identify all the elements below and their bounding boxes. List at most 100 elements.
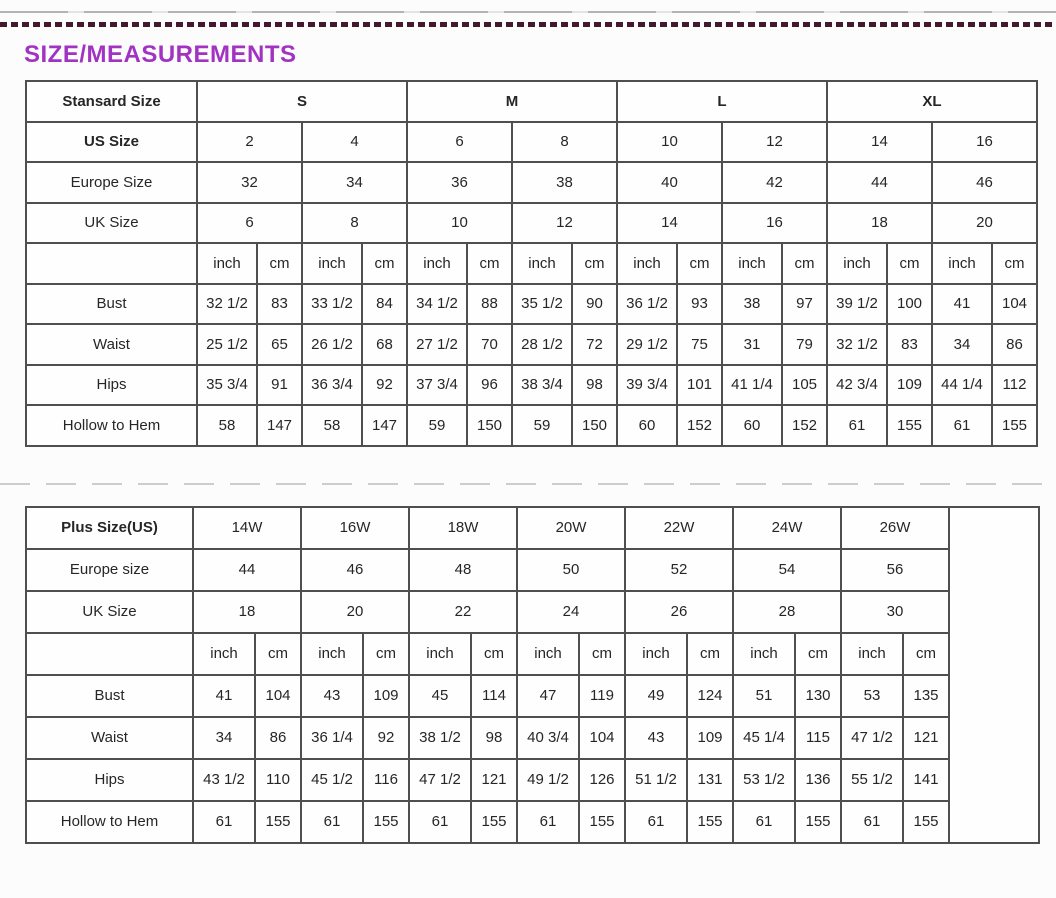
table-row: Europe size 44 46 48 50 52 54 56 (25, 547, 1039, 592)
table-cell: 124 (686, 673, 734, 718)
table-cell: 97 (781, 282, 828, 325)
table-cell: 29 1/2 (616, 323, 678, 366)
plus-size-table-container: Plus Size(US) 14W 16W 18W 20W 22W 24W 26W Europe… (0, 505, 1056, 844)
table-cell: inch (408, 631, 472, 676)
table-cell: 96 (466, 363, 513, 406)
table-cell: 114 (470, 673, 518, 718)
table-cell: 36 1/2 (616, 282, 678, 325)
table-cell: 90 (571, 282, 618, 325)
top-dashed-divider (0, 22, 1056, 27)
table-cell: 32 1/2 (196, 282, 258, 325)
table-cell: 58 (196, 404, 258, 447)
table-cell: 92 (362, 715, 410, 760)
table-cell: 34 1/2 (406, 282, 468, 325)
table-cell: 41 1/4 (721, 363, 783, 406)
row-label: Hollow to Hem (25, 404, 198, 447)
table-cell: cm (256, 242, 303, 285)
table-cell: 61 (516, 799, 580, 844)
table-cell: 83 (256, 282, 303, 325)
table-cell: cm (470, 631, 518, 676)
table-cell: inch (721, 242, 783, 285)
table-row: Hollow to Hem 61 155 61 155 61 155 61 155 61 155 61… (25, 799, 1039, 844)
table-cell: 72 (571, 323, 618, 366)
table-cell: 150 (571, 404, 618, 447)
table-cell: 61 (826, 404, 888, 447)
table-cell: 16 (931, 120, 1038, 163)
table-cell: 155 (470, 799, 518, 844)
table-cell: 79 (781, 323, 828, 366)
table-cell: 75 (676, 323, 723, 366)
table-cell: L (616, 80, 828, 123)
table-cell: inch (300, 631, 364, 676)
table-cell: 115 (794, 715, 842, 760)
table-cell: 24 (516, 589, 626, 634)
table-cell: 33 1/2 (301, 282, 363, 325)
table-cell: 43 1/2 (192, 757, 256, 802)
table-cell: 147 (361, 404, 408, 447)
table-cell: 98 (571, 363, 618, 406)
table-cell: 44 1/4 (931, 363, 993, 406)
table-cell: 52 (624, 547, 734, 592)
table-cell: 93 (676, 282, 723, 325)
table-cell: 59 (511, 404, 573, 447)
table-cell: 31 (721, 323, 783, 366)
table-cell: cm (991, 242, 1038, 285)
table-cell: 101 (676, 363, 723, 406)
table-cell: 36 (406, 161, 513, 204)
row-label (25, 631, 194, 676)
table-cell: 121 (902, 715, 950, 760)
table-cell: 28 (732, 589, 842, 634)
table-cell: 28 1/2 (511, 323, 573, 366)
table-cell: 14W (192, 505, 302, 550)
table-cell: cm (361, 242, 408, 285)
table-cell: 42 (721, 161, 828, 204)
table-row: Plus Size(US) 14W 16W 18W 20W 22W 24W 26W (25, 505, 1040, 844)
table-cell: XL (826, 80, 1038, 123)
table-cell: 130 (794, 673, 842, 718)
table-cell: 135 (902, 673, 950, 718)
table-cell: 40 (616, 161, 723, 204)
table-cell: 47 (516, 673, 580, 718)
table-cell: 45 1/2 (300, 757, 364, 802)
table-cell: 41 (192, 673, 256, 718)
table-cell: 147 (256, 404, 303, 447)
table-cell: cm (676, 242, 723, 285)
table-cell: 100 (886, 282, 933, 325)
table-cell: 12 (721, 120, 828, 163)
table-cell: 152 (781, 404, 828, 447)
table-cell: inch (732, 631, 796, 676)
table-cell: 16W (300, 505, 410, 550)
table-cell: 61 (732, 799, 796, 844)
table-cell: 36 1/4 (300, 715, 364, 760)
table-cell: 24W (732, 505, 842, 550)
table-cell: 49 1/2 (516, 757, 580, 802)
table-cell: 155 (578, 799, 626, 844)
table-cell: 61 (624, 799, 688, 844)
table-cell: 119 (578, 673, 626, 718)
table-cell: 126 (578, 757, 626, 802)
table-cell: S (196, 80, 408, 123)
table-cell: 4 (301, 120, 408, 163)
row-label: US Size (25, 120, 198, 163)
table-row: Waist 34 86 36 1/4 92 38 1/2 98 40 3/4 104 43 109 4… (25, 715, 1039, 760)
table-cell: 6 (406, 120, 513, 163)
table-cell: 83 (886, 323, 933, 366)
table-cell: 155 (886, 404, 933, 447)
row-label: Hollow to Hem (25, 799, 194, 844)
table-cell: 86 (991, 323, 1038, 366)
table-cell: 51 (732, 673, 796, 718)
table-cell: cm (254, 631, 302, 676)
table-cell: 104 (578, 715, 626, 760)
table-cell: 109 (686, 715, 734, 760)
table-cell: 61 (840, 799, 904, 844)
table-cell: 136 (794, 757, 842, 802)
table-cell: 42 3/4 (826, 363, 888, 406)
table-cell: 61 (300, 799, 364, 844)
table-row: inch cm inch cm inch cm inch cm inch cm inch cm inch… (25, 242, 1038, 285)
table-cell: 105 (781, 363, 828, 406)
table-cell: 6 (196, 201, 303, 244)
table-cell: 60 (616, 404, 678, 447)
table-cell: 84 (361, 282, 408, 325)
table-cell: 30 (840, 589, 950, 634)
table-cell: inch (826, 242, 888, 285)
